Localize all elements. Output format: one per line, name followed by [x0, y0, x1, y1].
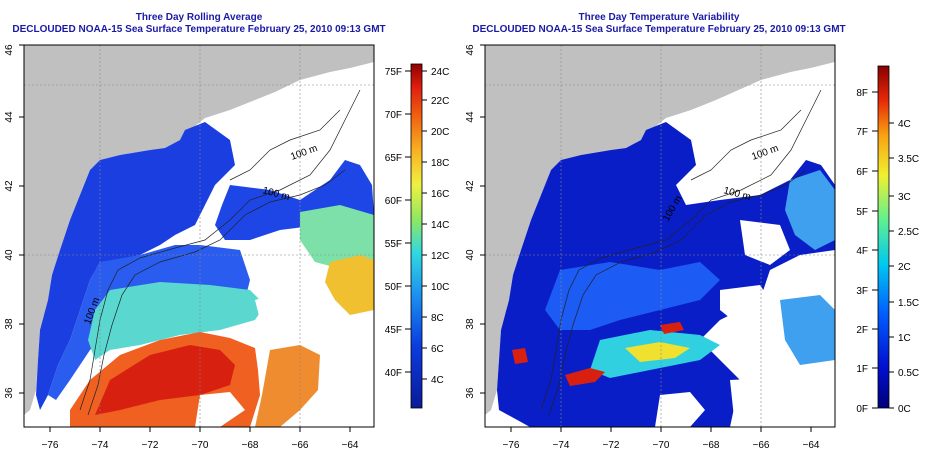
- right-map-title: Three Day Temperature Variability: [578, 12, 740, 23]
- left-colorbar-label-c: 12C: [431, 251, 449, 262]
- left-colorbar-label-f: 40F: [385, 368, 402, 379]
- right-colorbar-label-c: 4C: [898, 119, 911, 130]
- right-lon-tick: −74: [553, 440, 570, 451]
- right-lon-tick: −70: [653, 440, 670, 451]
- left-colorbar-label-f: 65F: [385, 153, 402, 164]
- left-lon-tick: −72: [142, 440, 159, 451]
- right-lat-tick: 46: [465, 44, 476, 56]
- left-lon-axis: [49, 427, 351, 432]
- right-colorbar-label-f: 3F: [856, 286, 868, 297]
- right-map-peak-variability: [512, 322, 684, 386]
- left-map-cold-water: [36, 122, 235, 410]
- left-lat-tick: 46: [4, 44, 15, 56]
- left-colorbar-label-f: 60F: [385, 196, 402, 207]
- left-colorbar-label-c: 6C: [431, 344, 444, 355]
- left-lat-tick: 40: [4, 249, 15, 261]
- right-colorbar: [877, 65, 890, 409]
- right-lat-tick: 36: [465, 387, 476, 399]
- right-lon-tick: −66: [753, 440, 770, 451]
- left-colorbar-label-f: 45F: [385, 325, 402, 336]
- right-lon-tick: −68: [703, 440, 720, 451]
- right-colorbar-label-f: 4F: [856, 246, 868, 257]
- left-colorbar-label-f: 75F: [385, 67, 402, 78]
- right-colorbar-label-c: 2C: [898, 262, 911, 273]
- left-lon-tick: −76: [42, 440, 59, 451]
- right-lat-tick: 44: [465, 111, 476, 123]
- left-colorbar-ticks-c: [422, 70, 427, 380]
- left-map-land: [24, 45, 374, 415]
- right-map-bathymetry-contours: [540, 89, 822, 416]
- right-colorbar-label-c: 1.5C: [898, 298, 919, 309]
- right-map-east-variability: [780, 170, 835, 365]
- right-lat-tick: 38: [465, 318, 476, 330]
- left-colorbar: [410, 63, 423, 409]
- right-map-clouds: [655, 62, 835, 427]
- right-colorbar-label-f: 2F: [856, 325, 868, 336]
- left-map-clouds: [195, 290, 374, 427]
- left-lat-tick: 42: [4, 180, 15, 192]
- right-lat-tick: 40: [465, 249, 476, 261]
- left-colorbar-label-c: 20C: [431, 127, 449, 138]
- left-colorbar-label-f: 70F: [385, 110, 402, 121]
- left-colorbar-label-c: 16C: [431, 189, 449, 200]
- right-colorbar-label-f: 0F: [856, 404, 868, 415]
- left-colorbar-label-c: 24C: [431, 67, 449, 78]
- left-map-bathymetry-contours: [79, 89, 361, 416]
- left-colorbar-label-c: 14C: [431, 220, 449, 231]
- right-colorbar-label-c: 1C: [898, 333, 911, 344]
- left-lon-tick: −66: [292, 440, 309, 451]
- left-map: [24, 45, 374, 427]
- left-colorbar-label-f: 55F: [385, 239, 402, 250]
- left-colorbar-label-f: 50F: [385, 282, 402, 293]
- right-map-subtitle: DECLOUDED NOAA-15 Sea Surface Temperatur…: [472, 24, 846, 35]
- right-colorbar-label-c: 0C: [898, 404, 911, 415]
- left-map-title: Three Day Rolling Average: [135, 12, 263, 23]
- left-colorbar-label-c: 10C: [431, 282, 449, 293]
- right-lat-axis: [480, 44, 485, 394]
- left-lat-axis: [19, 44, 24, 394]
- right-colorbar-label-c: 0.5C: [898, 368, 919, 379]
- left-colorbar-label-c: 8C: [431, 313, 444, 324]
- left-lon-tick: −64: [342, 440, 359, 451]
- right-map-frame: [484, 44, 836, 428]
- right-lon-tick: −72: [603, 440, 620, 451]
- left-map-warm-east: [255, 345, 320, 427]
- right-colorbar-ticks-f: [872, 91, 878, 409]
- right-colorbar-label-c: 3C: [898, 192, 911, 203]
- left-lon-tick: −68: [242, 440, 259, 451]
- right-colorbar-label-f: 8F: [856, 88, 868, 99]
- left-lon-tick: −70: [192, 440, 209, 451]
- right-map-mid-variability: [545, 262, 720, 330]
- left-lat-tick: 38: [4, 318, 15, 330]
- left-map-shelf-water: [48, 245, 250, 400]
- right-lon-tick: −64: [803, 440, 820, 451]
- left-map-subtitle: DECLOUDED NOAA-15 Sea Surface Temperatur…: [12, 24, 386, 35]
- right-lat-tick: 42: [465, 180, 476, 192]
- right-lon-tick: −76: [503, 440, 520, 451]
- left-colorbar-label-c: 22C: [431, 96, 449, 107]
- left-lon-tick: −74: [92, 440, 109, 451]
- left-lat-tick: 36: [4, 387, 15, 399]
- right-colorbar-label-f: 1F: [856, 364, 868, 375]
- left-colorbar-label-c: 4C: [431, 375, 444, 386]
- right-map-high-variability-streak: [625, 342, 690, 362]
- left-colorbar-ticks-f: [405, 70, 411, 373]
- left-map-frame: [23, 44, 375, 428]
- right-colorbar-label-f: 5F: [856, 207, 868, 218]
- left-map-warm-patch-east: [325, 255, 374, 315]
- left-lat-tick: 44: [4, 111, 15, 123]
- right-colorbar-label-f: 7F: [856, 127, 868, 138]
- left-map-slope-water: [88, 282, 265, 360]
- left-map-slope-water-east: [300, 205, 374, 270]
- right-colorbar-ticks-c: [889, 122, 894, 409]
- left-colorbar-label-c: 18C: [431, 158, 449, 169]
- right-map-land: [485, 45, 835, 415]
- right-colorbar-label-c: 2.5C: [898, 227, 919, 238]
- right-lon-axis: [510, 427, 812, 432]
- right-map: [485, 45, 835, 427]
- right-colorbar-label-f: 6F: [856, 167, 868, 178]
- right-colorbar-label-c: 3.5C: [898, 154, 919, 165]
